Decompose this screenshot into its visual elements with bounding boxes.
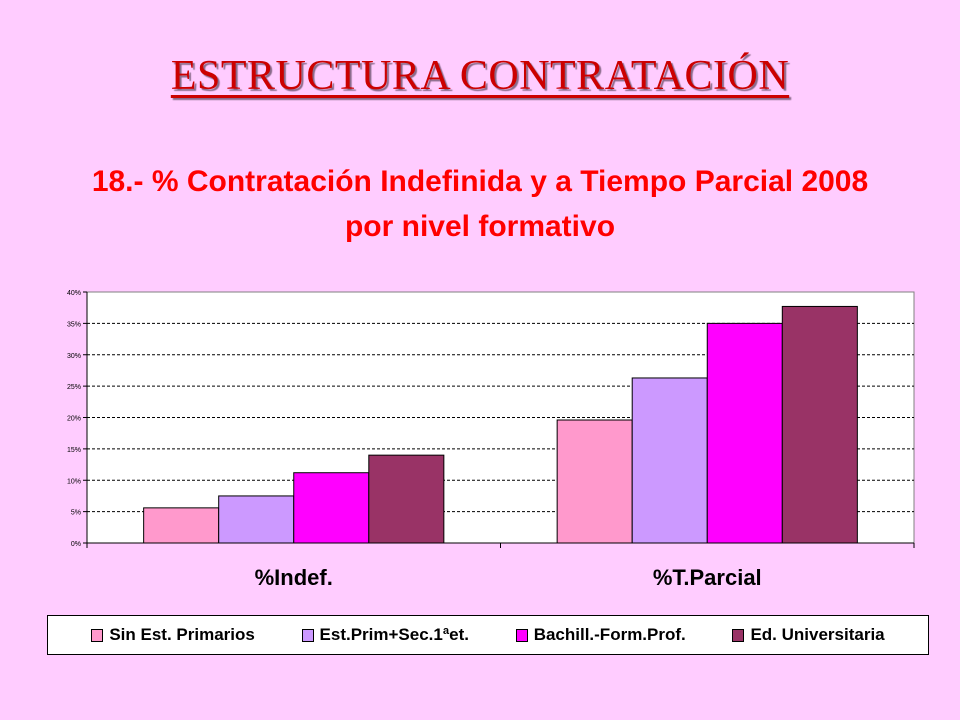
- bar: [631, 377, 708, 544]
- legend-item: Est.Prim+Sec.1ªet.: [301, 625, 469, 645]
- bar: [781, 305, 858, 544]
- legend-swatch: [515, 628, 528, 642]
- legend-swatch: [91, 628, 104, 642]
- slide-title: ESTRUCTURA CONTRATACIÓN: [170, 53, 790, 99]
- y-tick-label: 10%: [67, 478, 81, 485]
- y-tick-label: 0%: [71, 541, 81, 548]
- chart-legend: Sin Est. Primarios Est.Prim+Sec.1ªet. Ba…: [47, 615, 929, 655]
- y-tick-label: 15%: [67, 447, 81, 454]
- y-tick-label: 35%: [67, 321, 81, 328]
- bar: [143, 507, 220, 544]
- bar: [556, 419, 633, 544]
- chart-title-line-1: 18.- % Contratación Indefinida y a Tiemp…: [91, 165, 869, 198]
- y-tick-label: 30%: [67, 353, 81, 360]
- legend-item: Sin Est. Primarios: [91, 625, 255, 645]
- legend-label: Sin Est. Primarios: [109, 625, 255, 644]
- y-tick-label: 25%: [67, 384, 81, 391]
- bar-chart: 0% 5% 10% 15% 20% 25% 30% 35% 40% %Indef. %T.Parci…: [67, 290, 915, 590]
- bar: [706, 322, 783, 544]
- bar: [293, 472, 370, 544]
- legend-item: Ed. Universitaria: [732, 625, 885, 645]
- y-tick-label: 5%: [71, 510, 81, 517]
- x-category-label: %T.Parcial: [653, 565, 762, 590]
- slide-title-wrap: ESTRUCTURA CONTRATACIÓN: [0, 52, 960, 100]
- chart-title-line-2: por nivel formativo: [344, 210, 616, 243]
- legend-swatch: [732, 628, 745, 642]
- x-category-label: %Indef.: [255, 565, 333, 590]
- bar: [368, 454, 445, 544]
- legend-label: Ed. Universitaria: [750, 625, 885, 644]
- y-tick-label: 40%: [67, 290, 81, 297]
- legend-item: Bachill.-Form.Prof.: [515, 625, 686, 645]
- bar: [218, 495, 295, 544]
- legend-swatch: [301, 628, 314, 642]
- legend-label: Bachill.-Form.Prof.: [533, 625, 686, 644]
- y-tick-label: 20%: [67, 416, 81, 423]
- legend-label: Est.Prim+Sec.1ªet.: [319, 625, 469, 644]
